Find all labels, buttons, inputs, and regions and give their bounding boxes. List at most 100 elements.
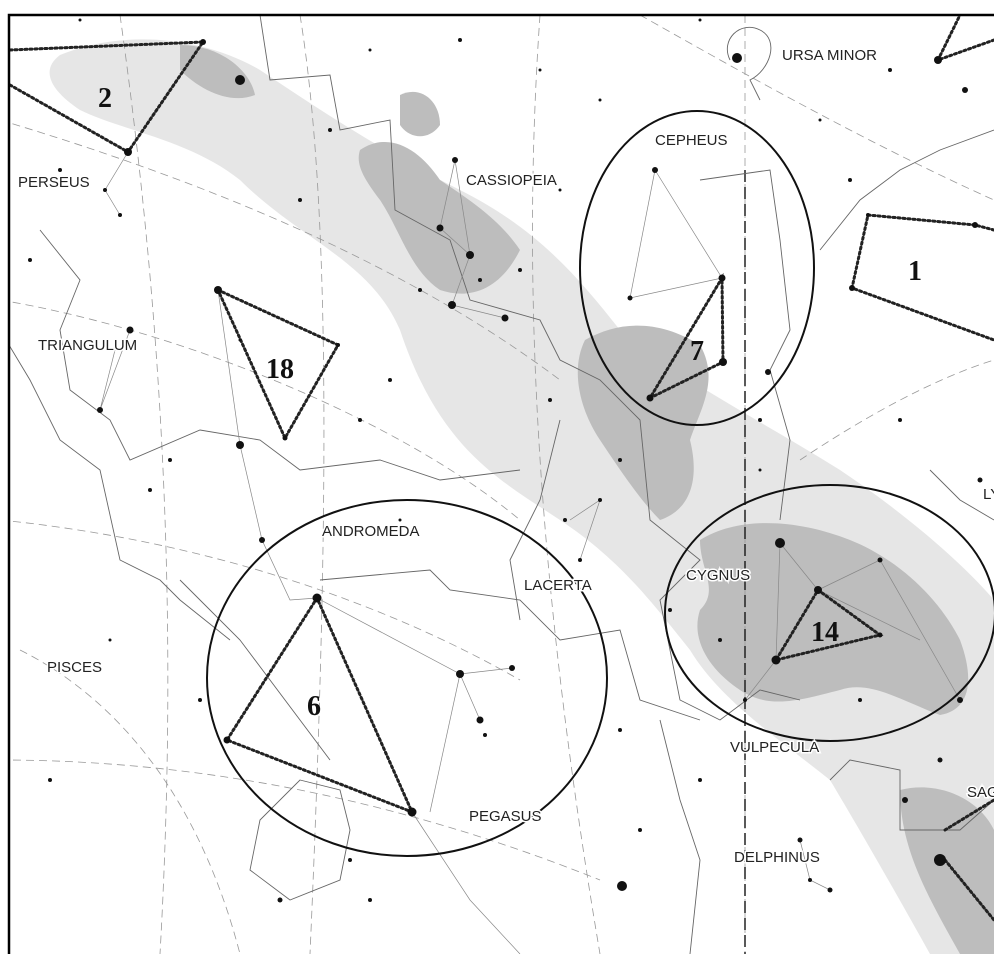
constellation-label: ANDROMEDA [322,523,420,540]
star [236,441,244,449]
asterism-line [943,798,994,832]
constellation-label: VULPECULA [730,739,819,756]
region-circle [579,110,815,426]
star [937,757,943,763]
star [108,638,112,642]
star [476,716,484,724]
star [849,285,855,291]
star [972,222,978,228]
star [877,557,883,563]
asterism-line [936,15,962,62]
star [718,274,726,282]
star [483,733,487,737]
star [962,87,968,93]
star [458,38,462,42]
figure-line [817,589,921,641]
star [758,468,762,472]
grid-line [9,301,521,521]
star [126,326,134,334]
star [538,68,542,72]
boundary [829,759,994,831]
asterism-line [936,38,994,62]
star [652,167,658,173]
star [398,518,402,522]
star [368,48,372,52]
grid-line [9,759,601,881]
star [336,343,340,347]
star [548,398,552,402]
grid-line [532,15,601,954]
constellation-label: LACERTA [524,577,592,594]
grid-line [119,15,169,954]
grid-line [9,122,561,381]
star [578,558,582,562]
figure-line [629,169,723,299]
star [223,736,231,744]
star [418,288,422,292]
boundary [819,129,994,251]
star [58,168,62,172]
grid-line [799,359,994,461]
star [358,418,362,422]
star [775,538,785,548]
asterism-number: 18 [266,354,294,385]
star [698,778,702,782]
star [407,807,417,817]
star [646,394,654,402]
star [282,435,288,441]
grid-line [19,649,241,954]
constellation-label: TRIANGULUM [38,337,137,354]
star [698,18,702,22]
asterism-number: 14 [811,617,839,648]
star [719,358,727,366]
boundary [319,569,701,721]
constellation-label: SAG [967,784,994,801]
star [598,98,602,102]
star [368,898,372,902]
star [563,518,567,522]
figure-line [429,673,461,813]
milky-way-dark [358,141,520,294]
star [28,258,32,262]
star [48,778,52,782]
milky-way-dark [697,523,969,715]
asterism-number: 1 [908,256,922,287]
boundary [39,229,521,481]
milky-way-dark [900,787,994,954]
star [627,295,633,301]
asterism-line [9,40,206,154]
star [638,828,642,832]
figure-line [411,811,521,954]
constellation-label: DELPHINUS [734,849,820,866]
star [758,418,762,422]
constellation-label: LY [983,486,994,503]
star [298,198,302,202]
star [168,458,172,462]
boundary [9,344,231,641]
star [124,148,132,156]
figure-line [744,542,819,701]
asterism-line [850,213,994,342]
star [456,670,464,678]
star [259,537,265,543]
grid-line [9,520,521,681]
map-body: URSA MINOR PERSEUS CASSIOPEIA CEPHEUS TRIANG… [9,15,994,954]
constellation-label: PISCES [47,659,102,676]
star [200,39,206,45]
grid-line [299,15,325,954]
asterism-line [646,272,725,402]
star [765,369,771,375]
star [934,56,942,64]
star [238,338,242,342]
star [977,477,983,483]
star [848,178,852,182]
boundary [179,579,331,761]
star [518,268,522,272]
constellation-label: URSA MINOR [782,47,877,64]
asterism-number: 2 [98,83,112,114]
star [877,632,883,638]
star [436,224,444,232]
figure-line [104,151,129,216]
star [902,797,908,803]
constellation-label: CASSIOPEIA [466,172,557,189]
